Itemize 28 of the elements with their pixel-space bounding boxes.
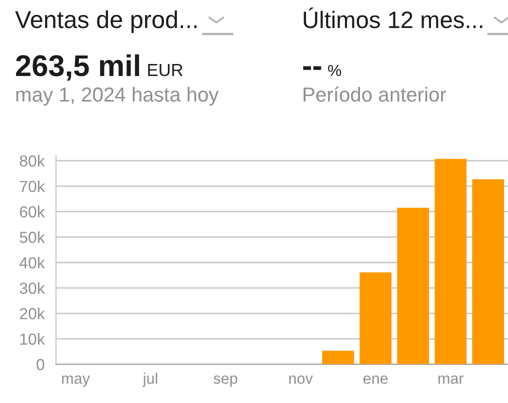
y-tick-label: 40k: [20, 256, 45, 268]
text: EUR: [148, 64, 183, 76]
text: %: [328, 64, 342, 76]
bar: [472, 179, 504, 364]
y-tick-label: 20k: [20, 308, 45, 320]
y-tick-label: 0: [36, 358, 44, 370]
x-tick-label: mar: [438, 375, 464, 384]
y-tick-label: 80k: [20, 154, 45, 167]
bar: [322, 350, 354, 364]
y-tick-label: 70k: [20, 180, 45, 192]
x-tick-label: sep: [214, 375, 238, 387]
x-tick-label: may: [62, 375, 90, 387]
bar: [360, 272, 392, 364]
text: 263,5 mil: [16, 54, 140, 81]
x-tick-label: jul: [142, 372, 158, 387]
text: Últimos 12 mes...: [304, 8, 482, 28]
y-tick-label: 10k: [20, 333, 45, 345]
text: Período anterior: [304, 86, 446, 102]
chart-title: Ventas de prod...: [15, 10, 197, 34]
bar: [397, 208, 430, 364]
x-tick-label: nov: [289, 375, 313, 384]
x-tick-label: ene: [363, 375, 388, 384]
bar: [434, 158, 467, 364]
y-tick-label: 30k: [20, 282, 45, 294]
y-tick-label: 50k: [20, 231, 45, 243]
text: may 1, 2024 hasta hoy: [16, 86, 219, 106]
text: --: [303, 66, 322, 70]
y-tick-label: 60k: [20, 206, 45, 218]
